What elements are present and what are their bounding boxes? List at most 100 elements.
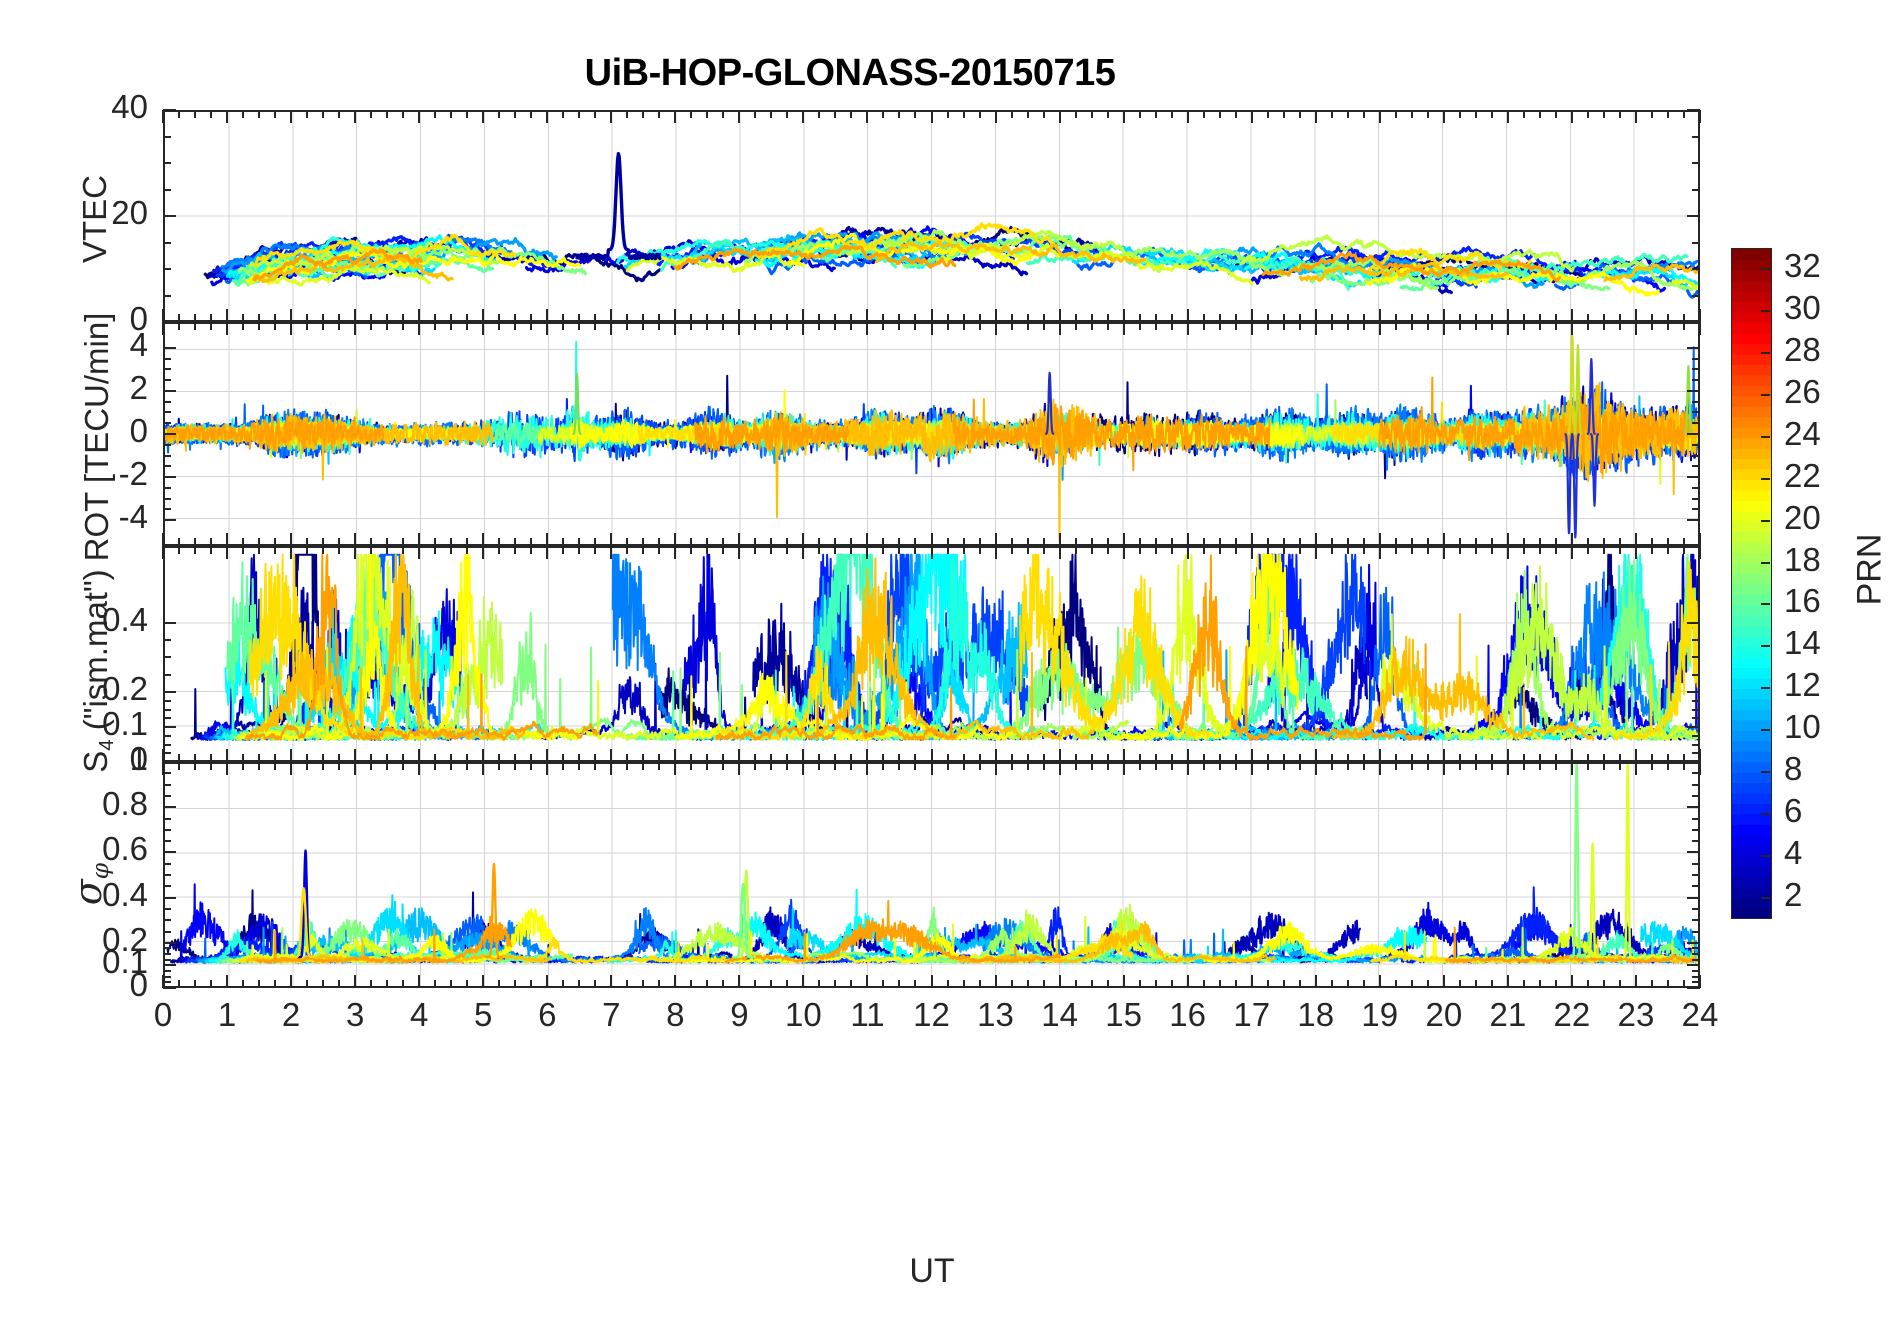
axis-tick xyxy=(962,762,965,770)
axis-tick xyxy=(674,110,677,123)
axis-tick xyxy=(770,314,773,322)
axis-tick xyxy=(1074,754,1077,762)
axis-tick xyxy=(1074,314,1077,322)
axis-tick xyxy=(163,828,171,831)
axis-tick xyxy=(466,546,469,554)
axis-tick xyxy=(882,538,885,546)
axis-tick xyxy=(818,762,821,770)
axis-tick xyxy=(1692,673,1700,676)
axis-tick xyxy=(434,546,437,554)
colorbar-tick-label: 24 xyxy=(1784,414,1821,452)
axis-tick xyxy=(1090,754,1093,762)
axis-tick xyxy=(1202,110,1205,118)
axis-tick xyxy=(258,980,261,988)
axis-tick xyxy=(450,980,453,988)
axis-tick xyxy=(674,533,677,546)
axis-tick xyxy=(1522,546,1525,554)
colorbar-tick-label: 2 xyxy=(1784,876,1803,914)
axis-tick xyxy=(162,546,164,559)
axis-tick xyxy=(1426,538,1429,546)
axis-tick xyxy=(1378,975,1381,988)
axis-tick xyxy=(1692,794,1700,797)
colorbar[interactable] xyxy=(1731,248,1772,919)
y-tick-label: 40 xyxy=(111,88,148,125)
axis-tick xyxy=(226,975,229,988)
axis-tick xyxy=(194,546,197,554)
axis-tick xyxy=(1410,538,1413,546)
axis-tick xyxy=(1410,322,1413,330)
axis-tick xyxy=(1090,538,1093,546)
axis-tick xyxy=(162,533,164,546)
axis-tick xyxy=(1474,980,1477,988)
axis-tick xyxy=(1458,762,1461,770)
axis-tick xyxy=(1010,980,1013,988)
axis-tick xyxy=(578,980,581,988)
axis-tick xyxy=(290,110,293,123)
axis-tick xyxy=(1458,314,1461,322)
axis-tick xyxy=(1058,322,1061,335)
axis-tick xyxy=(978,314,981,322)
colorbar-tick xyxy=(1761,267,1770,270)
axis-tick xyxy=(178,110,180,118)
axis-tick xyxy=(1330,314,1333,322)
y-tick-label: 0.1 xyxy=(102,705,148,743)
axis-tick xyxy=(386,762,389,770)
colorbar-tick xyxy=(1761,351,1770,354)
axis-tick xyxy=(1682,314,1685,322)
axis-tick xyxy=(418,546,421,559)
axis-tick xyxy=(1692,708,1700,711)
axis-tick xyxy=(594,762,597,770)
axis-tick xyxy=(1346,754,1349,762)
axis-tick xyxy=(946,754,949,762)
axis-tick xyxy=(194,314,197,322)
axis-tick xyxy=(1170,546,1173,554)
axis-tick xyxy=(1218,110,1221,118)
axis-tick xyxy=(530,322,533,330)
axis-tick xyxy=(226,762,229,775)
colorbar-tick xyxy=(1761,603,1770,606)
axis-tick xyxy=(882,314,885,322)
axis-tick xyxy=(1570,322,1573,335)
axis-tick xyxy=(466,538,469,546)
axis-tick xyxy=(1602,754,1605,762)
axis-tick xyxy=(1026,322,1029,330)
axis-tick xyxy=(210,538,213,546)
axis-tick xyxy=(163,519,176,522)
axis-tick xyxy=(1650,322,1653,330)
axis-tick xyxy=(162,762,164,775)
axis-tick xyxy=(1506,749,1509,762)
axis-tick xyxy=(498,980,501,988)
axis-tick xyxy=(210,314,213,322)
axis-tick xyxy=(1442,762,1445,775)
axis-tick xyxy=(1362,538,1365,546)
axis-tick xyxy=(274,538,277,546)
axis-tick xyxy=(1570,546,1573,559)
axis-tick xyxy=(658,762,661,770)
axis-tick xyxy=(1570,749,1573,762)
axis-tick xyxy=(1154,980,1157,988)
axis-tick xyxy=(834,754,837,762)
axis-tick xyxy=(1634,975,1637,988)
axis-tick xyxy=(1692,368,1700,371)
axis-tick xyxy=(530,314,533,322)
axis-tick xyxy=(418,749,421,762)
axis-tick xyxy=(226,110,229,123)
axis-tick xyxy=(386,546,389,554)
axis-tick xyxy=(818,754,821,762)
axis-tick xyxy=(1026,762,1029,770)
axis-tick xyxy=(1687,346,1700,349)
axis-tick xyxy=(1218,322,1221,330)
axis-tick xyxy=(1692,422,1700,425)
axis-tick xyxy=(163,162,171,164)
axis-tick xyxy=(546,762,549,775)
axis-tick xyxy=(514,314,517,322)
axis-tick xyxy=(562,762,565,770)
axis-tick xyxy=(1330,980,1333,988)
axis-tick xyxy=(1234,762,1237,770)
axis-tick xyxy=(1090,322,1093,330)
axis-tick xyxy=(722,110,725,118)
axis-tick xyxy=(706,754,709,762)
x-tick-label: 15 xyxy=(1105,996,1142,1033)
axis-tick xyxy=(1692,443,1700,446)
